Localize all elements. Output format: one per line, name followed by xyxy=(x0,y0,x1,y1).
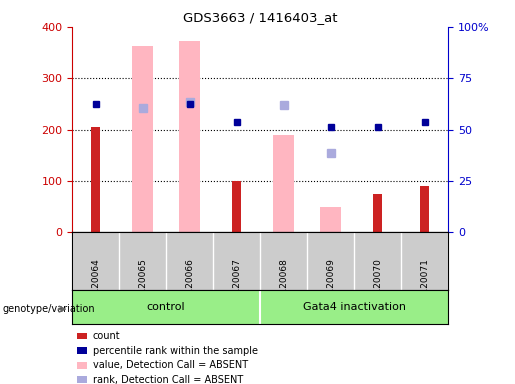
Bar xyxy=(132,46,153,232)
Bar xyxy=(232,181,241,232)
Bar xyxy=(320,207,341,232)
Text: GSM120070: GSM120070 xyxy=(373,258,382,313)
Text: rank, Detection Call = ABSENT: rank, Detection Call = ABSENT xyxy=(93,375,243,384)
Title: GDS3663 / 1416403_at: GDS3663 / 1416403_at xyxy=(183,11,337,24)
Bar xyxy=(91,127,100,232)
Text: GSM120066: GSM120066 xyxy=(185,258,194,313)
Text: percentile rank within the sample: percentile rank within the sample xyxy=(93,346,258,356)
Text: control: control xyxy=(147,302,185,312)
Text: GSM120065: GSM120065 xyxy=(138,258,147,313)
Text: count: count xyxy=(93,331,121,341)
FancyBboxPatch shape xyxy=(77,333,87,339)
Bar xyxy=(373,194,382,232)
Text: GSM120069: GSM120069 xyxy=(326,258,335,313)
Text: value, Detection Call = ABSENT: value, Detection Call = ABSENT xyxy=(93,360,248,370)
Text: GSM120064: GSM120064 xyxy=(91,258,100,313)
FancyBboxPatch shape xyxy=(77,362,87,369)
Bar xyxy=(273,135,294,232)
FancyBboxPatch shape xyxy=(77,347,87,354)
FancyBboxPatch shape xyxy=(77,376,87,383)
Text: genotype/variation: genotype/variation xyxy=(3,304,95,314)
Text: GSM120067: GSM120067 xyxy=(232,258,241,313)
Text: Gata4 inactivation: Gata4 inactivation xyxy=(303,302,406,312)
Text: GSM120071: GSM120071 xyxy=(420,258,429,313)
Bar xyxy=(179,41,200,232)
Text: GSM120068: GSM120068 xyxy=(279,258,288,313)
Bar xyxy=(420,186,429,232)
